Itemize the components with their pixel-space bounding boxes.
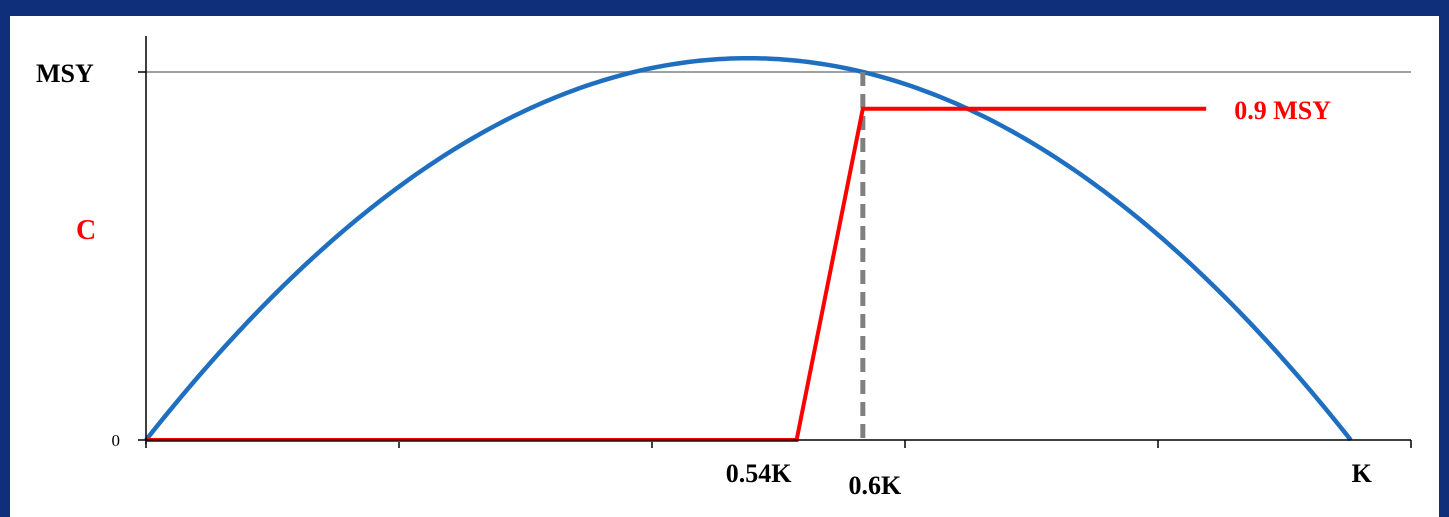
y-axis-title: C xyxy=(76,215,96,246)
msy-harvest-chart: MSY 0 C 0.9 MSY 0.54K 0.6K K xyxy=(36,36,1412,500)
production-curve xyxy=(144,55,1353,442)
harvest-control-rule-line xyxy=(146,106,1207,442)
series-label-0-9-msy: 0.9 MSY xyxy=(1234,96,1331,125)
y-label-msy: MSY xyxy=(36,59,94,88)
x-label-k: K xyxy=(1352,459,1373,488)
y-label-zero: 0 xyxy=(112,431,121,450)
x-label-0-54k: 0.54K xyxy=(726,459,793,488)
chart-frame: MSY 0 C 0.9 MSY 0.54K 0.6K K xyxy=(10,16,1439,517)
x-label-0-6k: 0.6K xyxy=(848,471,902,500)
